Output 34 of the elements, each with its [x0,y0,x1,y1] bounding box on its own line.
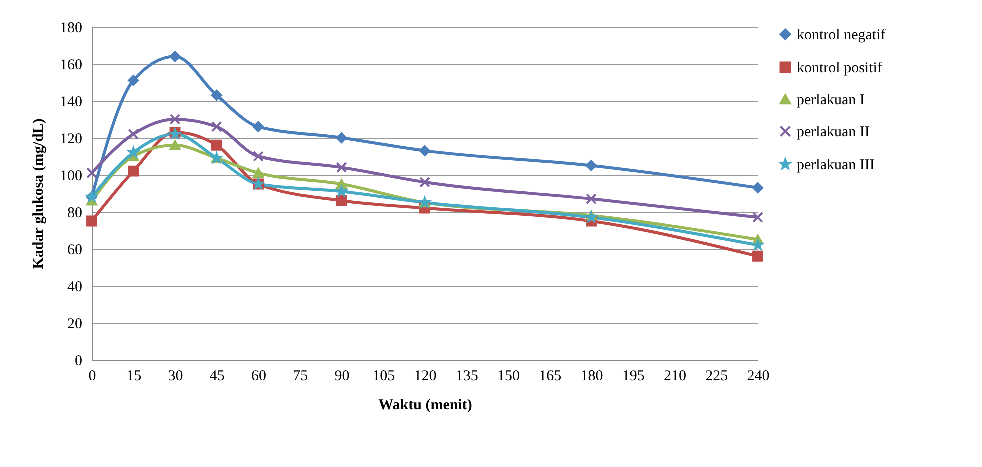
x-tick-label: 45 [210,368,225,384]
x-tick-label: 225 [706,368,728,384]
x-tick-label: 30 [168,368,184,384]
x-tick-label: 105 [372,368,396,384]
x-tick-label: 135 [456,368,478,384]
y-tick-label: 180 [60,20,82,36]
x-tick-label: 0 [88,368,96,384]
legend-label: perlakuan I [797,92,865,108]
y-tick-label: 60 [68,242,82,258]
x-tick-label: 75 [293,368,308,384]
x-tick-label: 120 [414,368,437,384]
x-tick-label: 150 [498,368,520,384]
legend-label: perlakuan II [797,124,870,140]
y-axis-title: Kadar glukosa (mg/dL) [31,118,47,270]
y-tick-label: 0 [75,354,82,370]
legend-label: kontrol negatif [797,28,886,44]
y-tick-label: 40 [68,280,82,296]
y-tick-label: 100 [60,168,82,184]
x-tick-label: 60 [252,368,266,384]
x-tick-label: 165 [539,368,562,384]
x-tick-label: 240 [747,368,770,384]
y-tick-label: 20 [68,316,82,332]
x-axis-title: Waktu (menit) [378,398,472,414]
y-tick-label: 80 [68,206,82,222]
y-tick-label: 140 [60,94,82,110]
y-tick-label: 120 [60,132,82,148]
x-tick-label: 180 [580,368,604,384]
x-tick-label: 90 [334,368,350,384]
legend-label: kontrol positif [797,60,882,76]
legend-label: perlakuan III [797,158,875,174]
x-tick-label: 210 [664,368,686,384]
x-tick-label: 15 [126,368,142,384]
x-tick-label: 195 [622,368,645,384]
y-tick-label: 160 [60,58,82,74]
